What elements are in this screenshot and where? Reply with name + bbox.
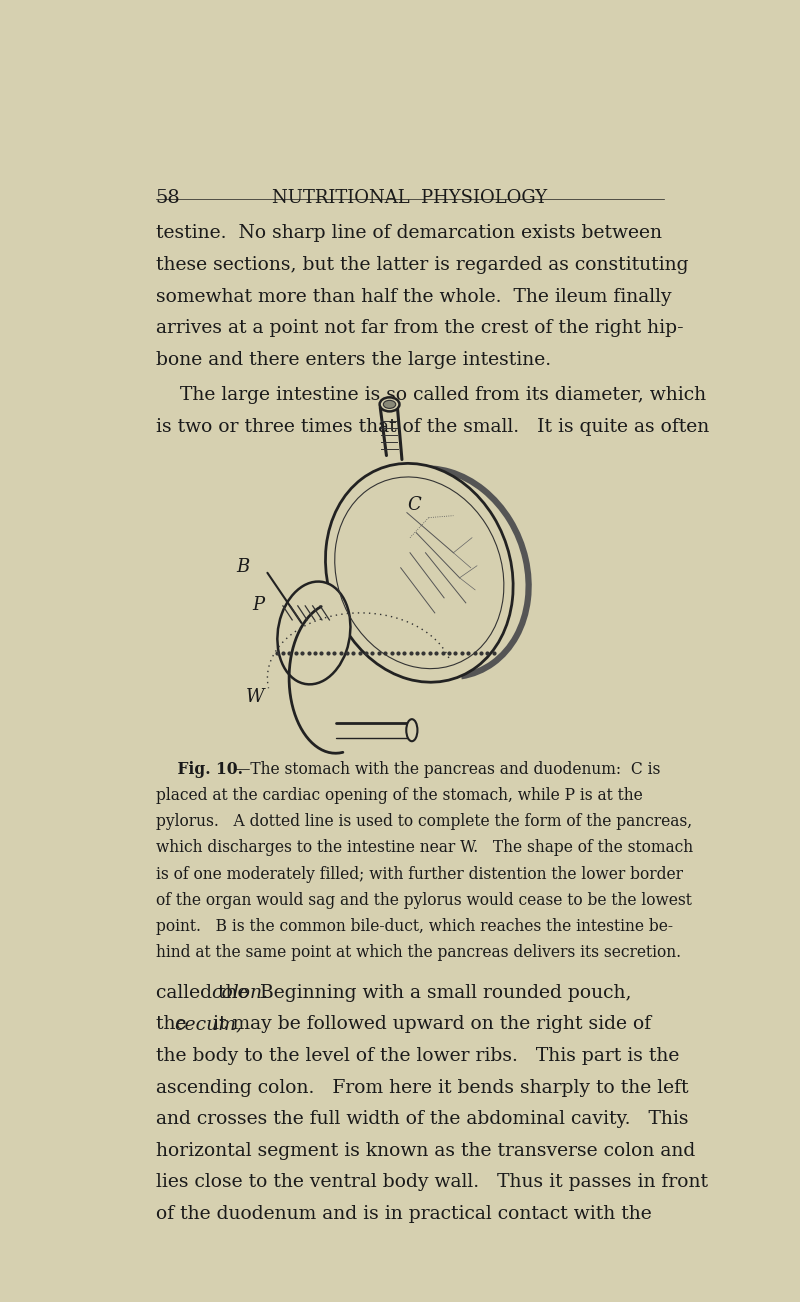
Text: Fig. 10.: Fig. 10.	[156, 762, 243, 779]
Text: is of one moderately filled; with further distention the lower border: is of one moderately filled; with furthe…	[156, 866, 682, 883]
Text: these sections, but the latter is regarded as constituting: these sections, but the latter is regard…	[156, 256, 688, 273]
Text: NUTRITIONAL  PHYSIOLOGY: NUTRITIONAL PHYSIOLOGY	[273, 189, 547, 207]
Ellipse shape	[278, 582, 350, 685]
Text: which discharges to the intestine near W.   The shape of the stomach: which discharges to the intestine near W…	[156, 840, 693, 857]
Ellipse shape	[326, 464, 513, 682]
Text: C: C	[407, 496, 422, 513]
Text: placed at the cardiac opening of the stomach, while P is at the: placed at the cardiac opening of the sto…	[156, 788, 642, 805]
Ellipse shape	[380, 397, 399, 411]
Text: arrives at a point not far from the crest of the right hip-: arrives at a point not far from the cres…	[156, 319, 683, 337]
Text: of the organ would sag and the pylorus would cease to be the lowest: of the organ would sag and the pylorus w…	[156, 892, 692, 909]
Text: horizontal segment is known as the transverse colon and: horizontal segment is known as the trans…	[156, 1142, 695, 1160]
Text: W: W	[246, 687, 264, 706]
Text: and crosses the full width of the abdominal cavity.   This: and crosses the full width of the abdomi…	[156, 1111, 688, 1128]
Text: colon.: colon.	[211, 984, 269, 1001]
Text: of the duodenum and is in practical contact with the: of the duodenum and is in practical cont…	[156, 1204, 651, 1223]
Text: B: B	[237, 557, 250, 575]
Text: somewhat more than half the whole.  The ileum finally: somewhat more than half the whole. The i…	[156, 288, 671, 306]
Text: the body to the level of the lower ribs.   This part is the: the body to the level of the lower ribs.…	[156, 1047, 679, 1065]
Text: it may be followed upward on the right side of: it may be followed upward on the right s…	[206, 1016, 650, 1034]
Text: the: the	[156, 1016, 192, 1034]
Text: pylorus.   A dotted line is used to complete the form of the pancreas,: pylorus. A dotted line is used to comple…	[156, 814, 692, 831]
Text: called the: called the	[156, 984, 254, 1001]
Text: bone and there enters the large intestine.: bone and there enters the large intestin…	[156, 350, 551, 368]
Text: is two or three times that of the small.   It is quite as often: is two or three times that of the small.…	[156, 418, 709, 436]
Text: P: P	[252, 596, 264, 613]
Ellipse shape	[406, 719, 418, 741]
Text: —The stomach with the pancreas and duodenum:  C is: —The stomach with the pancreas and duode…	[235, 762, 661, 779]
Text: lies close to the ventral body wall.   Thus it passes in front: lies close to the ventral body wall. Thu…	[156, 1173, 708, 1191]
Text: 58: 58	[156, 189, 181, 207]
Text: The large intestine is so called from its diameter, which: The large intestine is so called from it…	[156, 387, 706, 405]
Text: hind at the same point at which the pancreas delivers its secretion.: hind at the same point at which the panc…	[156, 944, 681, 961]
Text: cecum,: cecum,	[174, 1016, 242, 1034]
Text: point.   B is the common bile-duct, which reaches the intestine be-: point. B is the common bile-duct, which …	[156, 918, 673, 935]
Ellipse shape	[383, 400, 396, 409]
Text: testine.  No sharp line of demarcation exists between: testine. No sharp line of demarcation ex…	[156, 224, 662, 242]
Text: ascending colon.   From here it bends sharply to the left: ascending colon. From here it bends shar…	[156, 1078, 688, 1096]
Text: Beginning with a small rounded pouch,: Beginning with a small rounded pouch,	[242, 984, 631, 1001]
